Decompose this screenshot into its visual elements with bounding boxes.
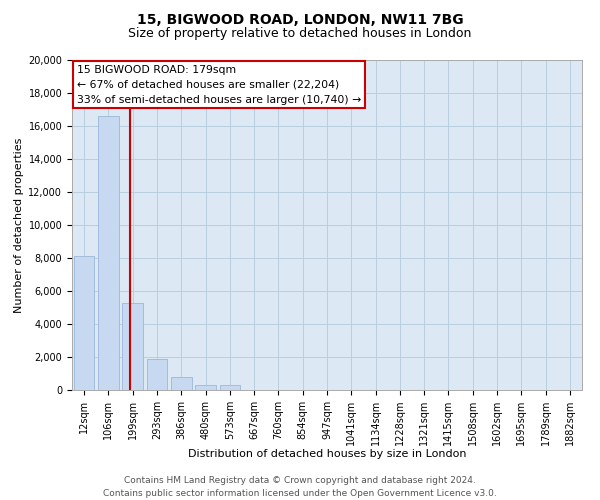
Text: 15, BIGWOOD ROAD, LONDON, NW11 7BG: 15, BIGWOOD ROAD, LONDON, NW11 7BG — [137, 12, 463, 26]
X-axis label: Distribution of detached houses by size in London: Distribution of detached houses by size … — [188, 450, 466, 460]
Y-axis label: Number of detached properties: Number of detached properties — [14, 138, 24, 312]
Bar — [171, 377, 191, 390]
Text: Contains HM Land Registry data © Crown copyright and database right 2024.
Contai: Contains HM Land Registry data © Crown c… — [103, 476, 497, 498]
Bar — [98, 116, 119, 390]
Text: Size of property relative to detached houses in London: Size of property relative to detached ho… — [128, 28, 472, 40]
Bar — [195, 385, 216, 390]
Bar — [74, 256, 94, 390]
Bar — [220, 385, 240, 390]
Text: 15 BIGWOOD ROAD: 179sqm
← 67% of detached houses are smaller (22,204)
33% of sem: 15 BIGWOOD ROAD: 179sqm ← 67% of detache… — [77, 65, 361, 104]
Bar — [122, 302, 143, 390]
Bar — [146, 360, 167, 390]
